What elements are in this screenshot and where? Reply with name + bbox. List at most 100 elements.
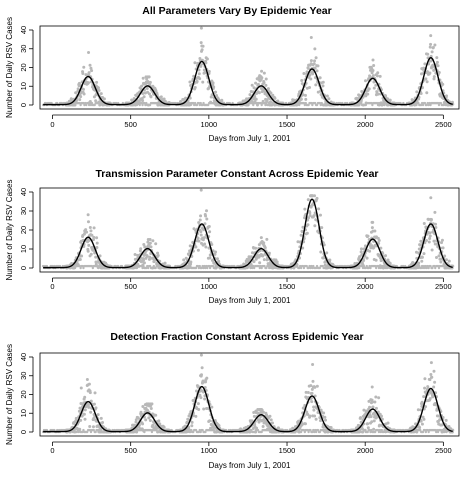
data-point [370, 101, 373, 105]
data-point [267, 251, 271, 255]
data-point [208, 266, 212, 270]
data-point [415, 266, 418, 270]
data-point [199, 26, 203, 30]
data-point [372, 427, 376, 431]
data-point [370, 220, 374, 224]
data-point [201, 80, 205, 84]
data-point [104, 266, 108, 270]
data-point [145, 402, 149, 406]
data-point [99, 103, 102, 107]
data-point [433, 380, 437, 384]
data-point [426, 52, 430, 56]
data-point [196, 248, 200, 252]
data-point [300, 78, 304, 82]
data-point [411, 266, 414, 270]
data-point [103, 103, 107, 107]
data-point [327, 97, 331, 101]
data-point [95, 245, 99, 249]
data-point [313, 428, 317, 432]
data-point [148, 241, 152, 245]
data-point [308, 414, 312, 418]
data-point [90, 264, 94, 268]
data-point [193, 101, 197, 105]
data-point [251, 101, 254, 105]
y-tick-label: 0 [19, 430, 28, 434]
data-point [314, 266, 318, 270]
data-point [420, 422, 424, 426]
data-point [380, 417, 384, 421]
data-point [339, 101, 342, 105]
data-point [319, 250, 323, 254]
data-point [72, 101, 76, 105]
data-point [305, 231, 309, 235]
data-point [422, 395, 426, 399]
x-tick-label: 2000 [357, 120, 374, 129]
data-point [378, 428, 382, 432]
data-point [399, 101, 402, 105]
x-tick-label: 1000 [201, 120, 218, 129]
data-point [151, 423, 155, 427]
data-point [97, 266, 100, 270]
data-point [326, 430, 329, 434]
data-point [439, 101, 443, 105]
data-point [310, 391, 314, 395]
data-point [300, 230, 304, 234]
data-point [443, 254, 447, 258]
y-tick-label: 40 [19, 188, 28, 196]
data-point [441, 428, 444, 432]
data-point [370, 428, 373, 432]
data-point [141, 92, 145, 96]
data-point [268, 101, 271, 105]
data-point [275, 260, 279, 264]
data-point [302, 101, 306, 105]
data-point [341, 264, 344, 268]
data-point [110, 264, 113, 268]
data-point [318, 101, 322, 105]
fitted-curve [43, 198, 453, 269]
data-point [142, 264, 145, 268]
x-tick-label: 0 [50, 120, 54, 129]
data-point [370, 226, 374, 230]
data-point [306, 198, 310, 202]
data-point [197, 266, 201, 270]
data-point [426, 385, 430, 389]
data-point [269, 418, 273, 422]
data-point [434, 226, 438, 230]
data-point [366, 92, 370, 96]
data-point [429, 217, 433, 221]
data-point [268, 428, 271, 432]
data-point [425, 70, 429, 74]
data-point [423, 377, 427, 381]
data-point [79, 386, 83, 390]
data-point [43, 264, 47, 268]
data-point [89, 399, 93, 403]
data-point [84, 101, 87, 105]
data-point [256, 82, 260, 86]
data-point [143, 101, 146, 105]
data-point [364, 79, 368, 83]
data-point [205, 217, 209, 221]
data-point [135, 430, 139, 434]
data-point [306, 412, 310, 416]
data-point [437, 70, 441, 74]
data-point [252, 264, 255, 268]
data-point [420, 101, 424, 105]
data-point [80, 254, 84, 258]
data-point [156, 251, 160, 255]
data-point [260, 69, 264, 73]
data-point [309, 59, 313, 63]
data-point [265, 237, 269, 241]
data-point [252, 86, 256, 90]
data-point [395, 264, 398, 268]
data-point [252, 260, 256, 264]
data-point [205, 209, 209, 213]
data-point [140, 101, 143, 105]
data-point [367, 87, 371, 91]
data-point [424, 238, 428, 242]
data-point [432, 369, 436, 373]
data-point [365, 409, 369, 413]
data-point [313, 414, 317, 418]
data-point [384, 254, 388, 258]
data-point [267, 264, 270, 268]
data-point [212, 85, 216, 89]
